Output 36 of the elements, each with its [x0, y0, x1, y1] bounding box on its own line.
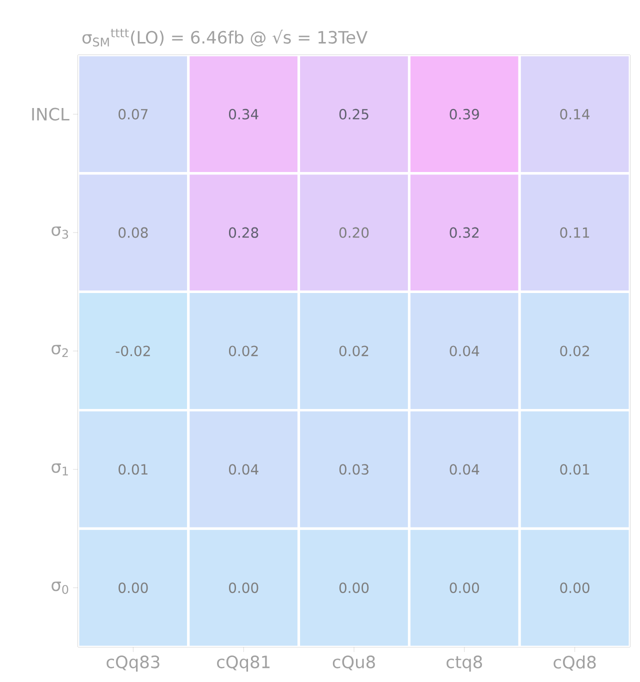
data-label: 0.20 — [339, 227, 369, 238]
x-tick-label: cQu8 — [332, 656, 375, 670]
data-label: 0.02 — [228, 346, 258, 356]
y-tick-label: σ$_{3}$ — [52, 226, 68, 239]
data-label: -0.02 — [116, 346, 150, 356]
data-label: 0.11 — [560, 227, 590, 238]
data-label: 0.01 — [560, 464, 590, 475]
x-tick-label: ctq8 — [446, 656, 482, 672]
data-label: 0.02 — [339, 346, 368, 356]
y-tick-label: σ$_{1}$ — [52, 463, 68, 476]
data-label: 0.28 — [228, 227, 258, 238]
data-label: 0.00 — [228, 582, 258, 594]
y-tick-label: σ$_{0}$ — [52, 582, 68, 594]
data-label: 0.07 — [118, 108, 148, 120]
data-label: 0.00 — [118, 582, 148, 594]
data-label: 0.04 — [228, 464, 258, 475]
data-label: 0.25 — [339, 108, 368, 120]
data-label: 0.03 — [339, 464, 368, 475]
chart-title: σ$_{SM}$$^{tttt}$(LO) = 6.46fb @ √s = 13TeV — [82, 28, 368, 46]
data-label: 0.00 — [560, 582, 590, 594]
y-tick-label: σ$_{2}$ — [52, 344, 68, 358]
data-label: 0.00 — [450, 582, 480, 594]
data-label: 0.39 — [450, 108, 479, 120]
data-label: 0.32 — [450, 227, 479, 238]
data-label: 0.04 — [450, 464, 480, 475]
data-label: 0.34 — [228, 108, 258, 120]
data-label: 0.04 — [450, 346, 480, 356]
x-tick-label: cQq81 — [217, 656, 270, 672]
x-tick-label: cQq83 — [106, 656, 160, 672]
x-tick-label: cQd8 — [554, 656, 596, 671]
data-label: 0.01 — [118, 464, 148, 475]
data-label: 0.00 — [339, 582, 369, 594]
y-tick-label: INCL — [32, 108, 70, 121]
data-label: 0.08 — [118, 227, 148, 238]
data-label: 0.14 — [560, 108, 590, 120]
data-label: 0.02 — [560, 346, 589, 356]
